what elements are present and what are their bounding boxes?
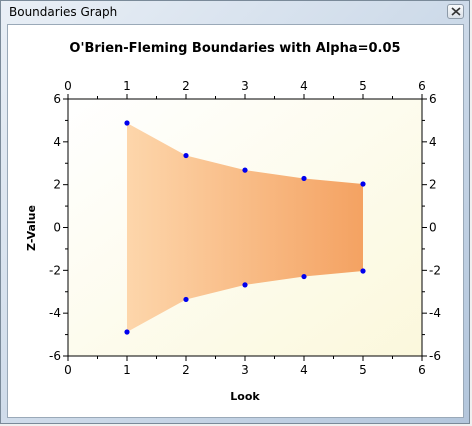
window-title: Boundaries Graph	[9, 5, 118, 19]
y-tick-label-left: 2	[53, 178, 61, 192]
upper-boundary-point	[301, 175, 307, 182]
x-tick-label-top: 3	[241, 79, 249, 93]
lower-boundary-point	[360, 268, 366, 274]
upper-boundary-point	[360, 181, 366, 187]
x-axis-label: Look	[230, 390, 260, 403]
y-tick-label-left: 0	[53, 221, 61, 235]
y-axis-label: Z-Value	[25, 205, 38, 251]
upper-boundary-point	[242, 167, 248, 173]
lower-boundary-point	[301, 273, 307, 280]
x-tick-label-bottom: 5	[359, 363, 367, 377]
x-tick-label-top: 4	[300, 79, 308, 93]
x-tick-label-bottom: 4	[300, 363, 308, 377]
x-tick-label-bottom: 1	[123, 363, 131, 377]
y-tick-label-right: -4	[429, 306, 441, 320]
y-tick-label-left: -2	[49, 263, 61, 277]
y-tick-label-left: 6	[53, 92, 61, 106]
upper-boundary-point	[183, 152, 189, 159]
close-button[interactable]	[447, 4, 464, 19]
lower-boundary-point	[183, 296, 189, 303]
x-tick-label-top: 0	[64, 79, 72, 93]
lower-boundary-point	[124, 329, 130, 335]
y-tick-label-right: 6	[429, 92, 437, 106]
x-tick-label-bottom: 3	[241, 363, 249, 377]
y-tick-label-right: 4	[429, 135, 437, 149]
x-tick-label-bottom: 0	[64, 363, 72, 377]
chart-title: O'Brien-Fleming Boundaries with Alpha=0.…	[69, 41, 400, 56]
boundaries-chart: O'Brien-Fleming Boundaries with Alpha=0.…	[25, 41, 441, 403]
y-tick-label-right: 2	[429, 178, 437, 192]
upper-boundary-point	[124, 120, 130, 126]
close-icon	[451, 7, 461, 16]
y-tick-label-left: 4	[53, 135, 61, 149]
x-tick-label-top: 2	[182, 79, 190, 93]
boundary-region	[127, 122, 363, 333]
title-bar[interactable]: Boundaries Graph	[1, 1, 469, 23]
lower-boundary-point	[242, 282, 248, 288]
y-tick-label-right: -6	[429, 349, 441, 363]
x-tick-label-bottom: 6	[418, 363, 426, 377]
x-tick-label-bottom: 2	[182, 363, 190, 377]
y-tick-label-left: -4	[49, 306, 61, 320]
y-tick-label-right: 0	[429, 221, 437, 235]
x-tick-label-top: 5	[359, 79, 367, 93]
y-tick-label-right: -2	[429, 263, 441, 277]
y-tick-label-left: -6	[49, 349, 61, 363]
chart-panel: O'Brien-Fleming Boundaries with Alpha=0.…	[7, 24, 464, 418]
x-tick-label-top: 1	[123, 79, 131, 93]
x-tick-label-top: 6	[418, 79, 426, 93]
